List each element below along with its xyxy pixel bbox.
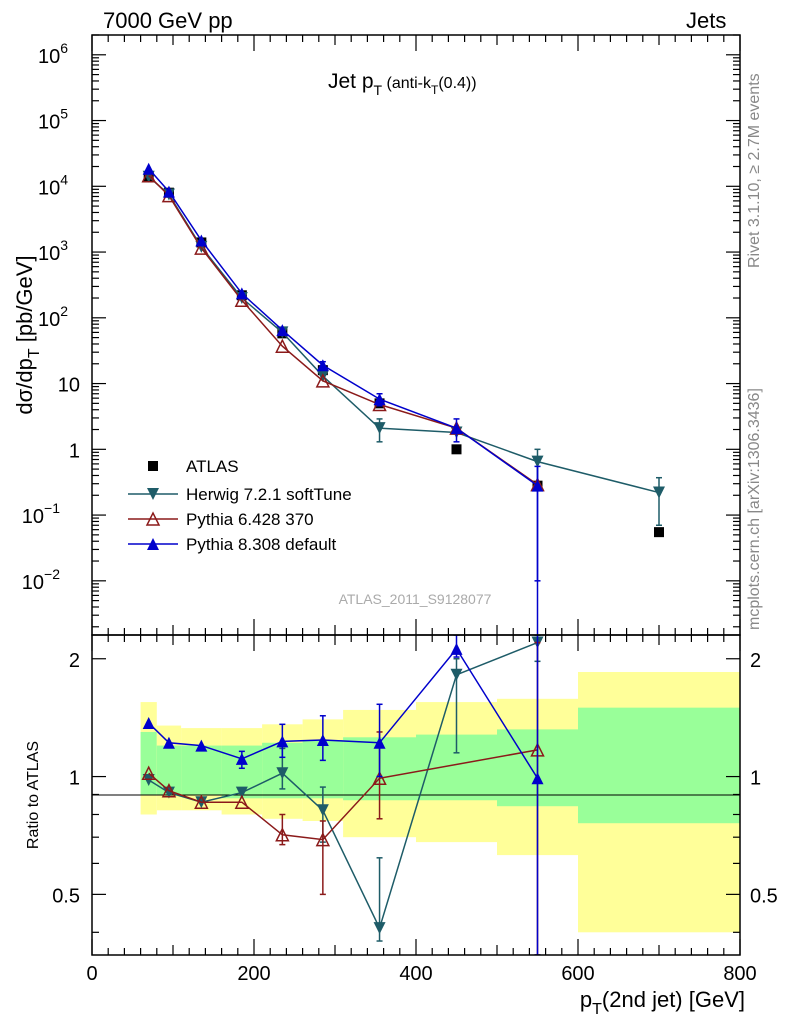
series-line-herwig-7-2-1-softtune — [148, 176, 660, 494]
series-line-pythia-8-308-default — [148, 168, 538, 487]
ratio-y-tick-label: 2 — [69, 650, 80, 672]
ratio-point-pythia-6-428-370 — [372, 770, 387, 786]
data-point-herwig-7-2-1-softtune — [531, 455, 544, 468]
data-point-pythia-8-308-default — [373, 393, 386, 406]
data-point-pythia-8-308-default — [450, 422, 463, 435]
y-tick-exponent: 5 — [60, 106, 68, 122]
y-tick-label: 10−1 — [22, 500, 60, 528]
y-tick-exponent: 4 — [60, 171, 68, 187]
ratio-point-herwig-7-2-1-softtune — [316, 804, 329, 817]
legend-label-atlas: ATLAS — [186, 457, 239, 476]
data-point-pythia-8-308-default — [316, 359, 329, 372]
ratio-point-pythia-8-308-default — [195, 739, 208, 752]
legend-marker-atlas — [148, 461, 158, 471]
ratio-point-pythia-6-428-370 — [194, 794, 209, 809]
ratio-point-herwig-7-2-1-softtune — [142, 773, 155, 786]
chart-title: Jet pT (anti-kT(0.4)) — [328, 70, 477, 98]
ratio-point-pythia-8-308-default — [235, 752, 248, 765]
y-tick-label: 10−2 — [22, 566, 60, 594]
ratio-point-pythia-6-428-370 — [161, 783, 177, 798]
y-tick-label: 106 — [38, 40, 68, 68]
ratio-point-herwig-7-2-1-softtune — [276, 767, 289, 780]
data-point-pythia-8-308-default — [142, 162, 155, 175]
header-left: 7000 GeV pp — [103, 8, 233, 33]
ratio-point-pythia-6-428-370 — [234, 794, 250, 809]
y-tick-label: 104 — [38, 171, 68, 199]
data-point-atlas — [451, 444, 462, 455]
y-axis-title: dσ/dpT [pb/GeV] — [12, 255, 43, 414]
data-point-pythia-8-308-default — [235, 287, 248, 300]
ratio-point-pythia-6-428-370 — [315, 831, 331, 847]
y-tick-label: 10 — [58, 375, 80, 397]
header-right: Jets — [686, 8, 727, 33]
x-tick-label: 200 — [237, 963, 270, 985]
data-point-pythia-6-428-370 — [275, 338, 290, 353]
legend-marker-herwig-7-2-1-softtune — [147, 488, 159, 500]
y-tick-label: 1 — [69, 440, 80, 462]
analysis-watermark: ATLAS_2011_S9128077 — [339, 591, 492, 607]
ratio-y-tick-label: 0.5 — [52, 885, 80, 907]
y-tick-exponent: −1 — [44, 500, 60, 516]
ratio-point-pythia-8-308-default — [450, 642, 463, 655]
ratio-point-pythia-8-308-default — [142, 717, 155, 730]
uncertainty-band-inner — [578, 707, 740, 824]
series-line-pythia-6-428-370 — [148, 175, 538, 486]
ratio-point-pythia-8-308-default — [316, 734, 329, 747]
y-tick-label: 103 — [38, 237, 68, 265]
data-point-herwig-7-2-1-softtune — [373, 422, 386, 435]
ratio-point-pythia-8-308-default — [531, 772, 544, 785]
data-point-pythia-8-308-default — [162, 185, 175, 198]
y-tick-label: 102 — [38, 303, 68, 331]
legend-marker-pythia-6-428-370 — [145, 511, 161, 526]
ratio-y-tick-label: 1 — [69, 768, 80, 790]
ratio-y-axis-title: Ratio to ATLAS — [25, 741, 42, 849]
data-point-pythia-8-308-default — [195, 234, 208, 247]
ratio-point-pythia-8-308-default — [276, 735, 289, 748]
ratio-point-herwig-7-2-1-softtune — [450, 668, 463, 681]
y-tick-exponent: −2 — [44, 566, 60, 582]
y-tick-exponent: 2 — [60, 303, 68, 319]
ratio-point-herwig-7-2-1-softtune — [373, 922, 386, 935]
ratio-y-tick-label-right: 1 — [750, 768, 761, 790]
legend-label-pythia-8-308-default: Pythia 8.308 default — [186, 535, 337, 554]
x-tick-label: 600 — [561, 963, 594, 985]
uncertainty-band-inner — [181, 745, 222, 795]
legend-label-pythia-6-428-370: Pythia 6.428 370 — [186, 510, 314, 529]
data-point-pythia-6-428-370 — [141, 168, 156, 183]
data-point-pythia-6-428-370 — [234, 292, 250, 307]
ratio-y-tick-label-right: 2 — [750, 650, 761, 672]
ratio-line-pythia-6-428-370 — [148, 749, 538, 841]
legend-marker-pythia-8-308-default — [147, 538, 159, 550]
data-point-atlas — [654, 527, 664, 538]
x-axis-title: pT(2nd jet) [GeV] — [580, 987, 745, 1018]
legend-label-herwig-7-2-1-softtune: Herwig 7.2.1 softTune — [186, 485, 352, 504]
y-tick-exponent: 3 — [60, 237, 68, 253]
data-point-pythia-6-428-370 — [315, 373, 331, 388]
x-tick-label: 0 — [86, 963, 97, 985]
x-tick-label: 400 — [399, 963, 432, 985]
ratio-point-pythia-6-428-370 — [141, 765, 156, 780]
x-tick-label: 800 — [723, 963, 756, 985]
data-point-pythia-8-308-default — [276, 324, 289, 337]
ratio-y-tick-label-right: 0.5 — [750, 885, 778, 907]
data-point-pythia-6-428-370 — [194, 240, 209, 255]
y-tick-exponent: 6 — [60, 40, 68, 56]
y-tick-label: 105 — [38, 106, 68, 134]
ratio-point-herwig-7-2-1-softtune — [235, 786, 248, 799]
ratio-point-pythia-6-428-370 — [275, 827, 290, 842]
ratio-point-pythia-8-308-default — [162, 736, 175, 749]
ratio-point-pythia-8-308-default — [373, 736, 386, 749]
data-point-herwig-7-2-1-softtune — [653, 486, 665, 499]
